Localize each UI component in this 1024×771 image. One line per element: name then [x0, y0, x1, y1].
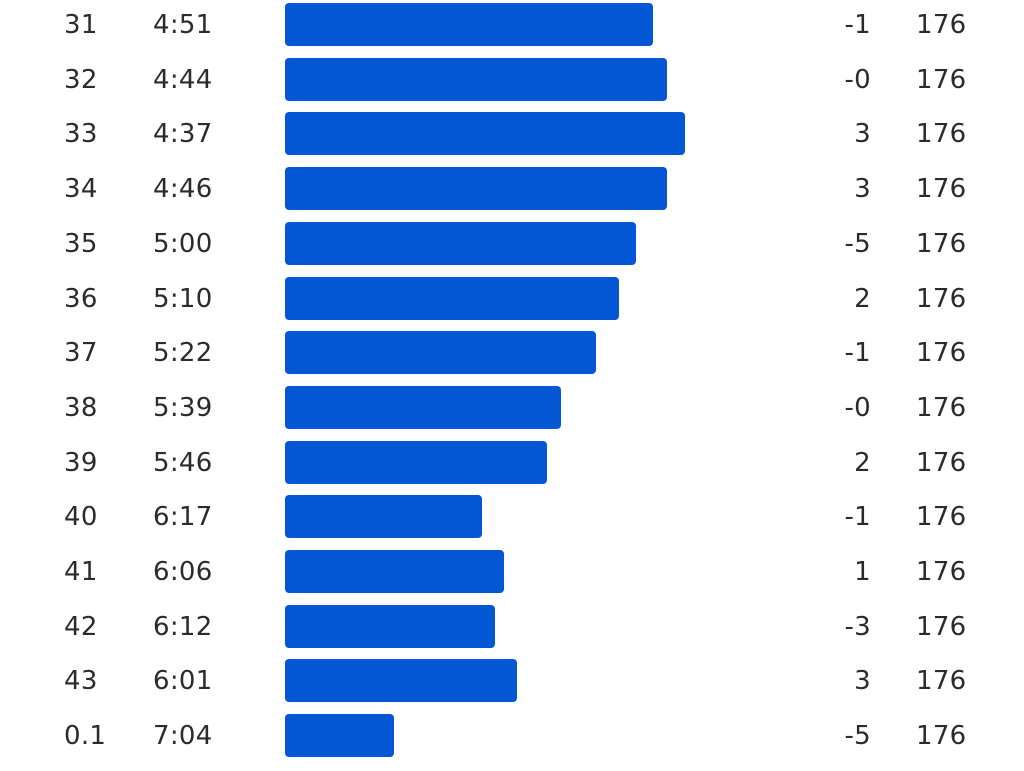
split-heart-rate: 176	[916, 338, 967, 369]
split-elevation: 3	[854, 174, 871, 205]
split-pace: 5:22	[153, 338, 213, 369]
split-pace: 5:39	[153, 392, 213, 423]
split-row[interactable]: 31 4:51 -1 176	[0, 3, 1024, 57]
split-row[interactable]: 43 6:01 3 176	[0, 659, 1024, 713]
split-pace: 5:10	[153, 283, 213, 314]
split-elevation: -0	[844, 64, 871, 95]
split-pace: 5:46	[153, 447, 213, 478]
split-km: 42	[64, 611, 98, 642]
split-heart-rate: 176	[916, 174, 967, 205]
split-pace: 6:17	[153, 502, 213, 533]
pace-bar	[285, 276, 619, 320]
pace-bar	[285, 3, 653, 46]
split-pace: 5:00	[153, 228, 213, 259]
split-row[interactable]: 32 4:44 -0 176	[0, 57, 1024, 112]
split-heart-rate: 176	[916, 10, 967, 40]
split-row[interactable]: 0.1 7:04 -5 176	[0, 714, 1024, 768]
split-pace: 6:12	[153, 611, 213, 642]
split-elevation: 1	[854, 557, 871, 587]
pace-bar	[285, 659, 517, 703]
split-heart-rate: 176	[916, 392, 967, 423]
split-row[interactable]: 41 6:06 1 176	[0, 550, 1024, 604]
split-pace: 4:37	[153, 119, 213, 150]
split-elevation: -3	[844, 611, 871, 642]
split-heart-rate: 176	[916, 64, 967, 95]
split-elevation: -0	[844, 392, 871, 423]
split-elevation: -5	[844, 721, 871, 752]
pace-bar	[285, 495, 482, 539]
split-pace: 7:04	[153, 721, 213, 752]
split-heart-rate: 176	[916, 447, 967, 478]
pace-bar	[285, 604, 495, 648]
split-row[interactable]: 34 4:46 3 176	[0, 167, 1024, 221]
split-row[interactable]: 35 5:00 -5 176	[0, 221, 1024, 276]
split-km: 34	[64, 174, 98, 205]
pace-bar	[285, 440, 547, 484]
split-elevation: -1	[844, 10, 871, 40]
split-heart-rate: 176	[916, 283, 967, 314]
split-row[interactable]: 36 5:10 2 176	[0, 276, 1024, 331]
split-km: 39	[64, 447, 98, 478]
pace-bar	[285, 57, 667, 101]
split-km: 32	[64, 64, 98, 95]
split-elevation: 2	[854, 447, 871, 478]
split-pace: 6:06	[153, 557, 213, 587]
split-heart-rate: 176	[916, 557, 967, 587]
split-km: 0.1	[64, 721, 107, 752]
split-elevation: 3	[854, 119, 871, 150]
split-pace: 4:44	[153, 64, 213, 95]
split-km: 33	[64, 119, 98, 150]
split-km: 40	[64, 502, 98, 533]
split-elevation: 3	[854, 666, 871, 697]
pace-bar	[285, 167, 667, 211]
split-pace: 4:46	[153, 174, 213, 205]
split-elevation: -1	[844, 338, 871, 369]
split-row[interactable]: 40 6:17 -1 176	[0, 495, 1024, 549]
split-row[interactable]: 42 6:12 -3 176	[0, 604, 1024, 659]
pace-bar	[285, 221, 636, 265]
pace-bar	[285, 385, 561, 429]
split-pace: 4:51	[153, 10, 213, 40]
split-km: 43	[64, 666, 98, 697]
pace-bar	[285, 714, 394, 758]
split-heart-rate: 176	[916, 119, 967, 150]
split-km: 38	[64, 392, 98, 423]
split-row[interactable]: 33 4:37 3 176	[0, 112, 1024, 166]
split-row[interactable]: 39 5:46 2 176	[0, 440, 1024, 495]
pace-bar	[285, 550, 504, 593]
split-heart-rate: 176	[916, 502, 967, 533]
split-elevation: 2	[854, 283, 871, 314]
pace-bar	[285, 112, 685, 156]
pace-bar	[285, 331, 596, 375]
split-km: 35	[64, 228, 98, 259]
split-heart-rate: 176	[916, 666, 967, 697]
split-elevation: -1	[844, 502, 871, 533]
split-heart-rate: 176	[916, 228, 967, 259]
split-pace: 6:01	[153, 666, 213, 697]
split-heart-rate: 176	[916, 611, 967, 642]
split-row[interactable]: 38 5:39 -0 176	[0, 385, 1024, 440]
split-km: 41	[64, 557, 98, 587]
split-elevation: -5	[844, 228, 871, 259]
split-heart-rate: 176	[916, 721, 967, 752]
split-km: 37	[64, 338, 98, 369]
split-km: 36	[64, 283, 98, 314]
split-row[interactable]: 37 5:22 -1 176	[0, 331, 1024, 385]
split-km: 31	[64, 10, 98, 40]
